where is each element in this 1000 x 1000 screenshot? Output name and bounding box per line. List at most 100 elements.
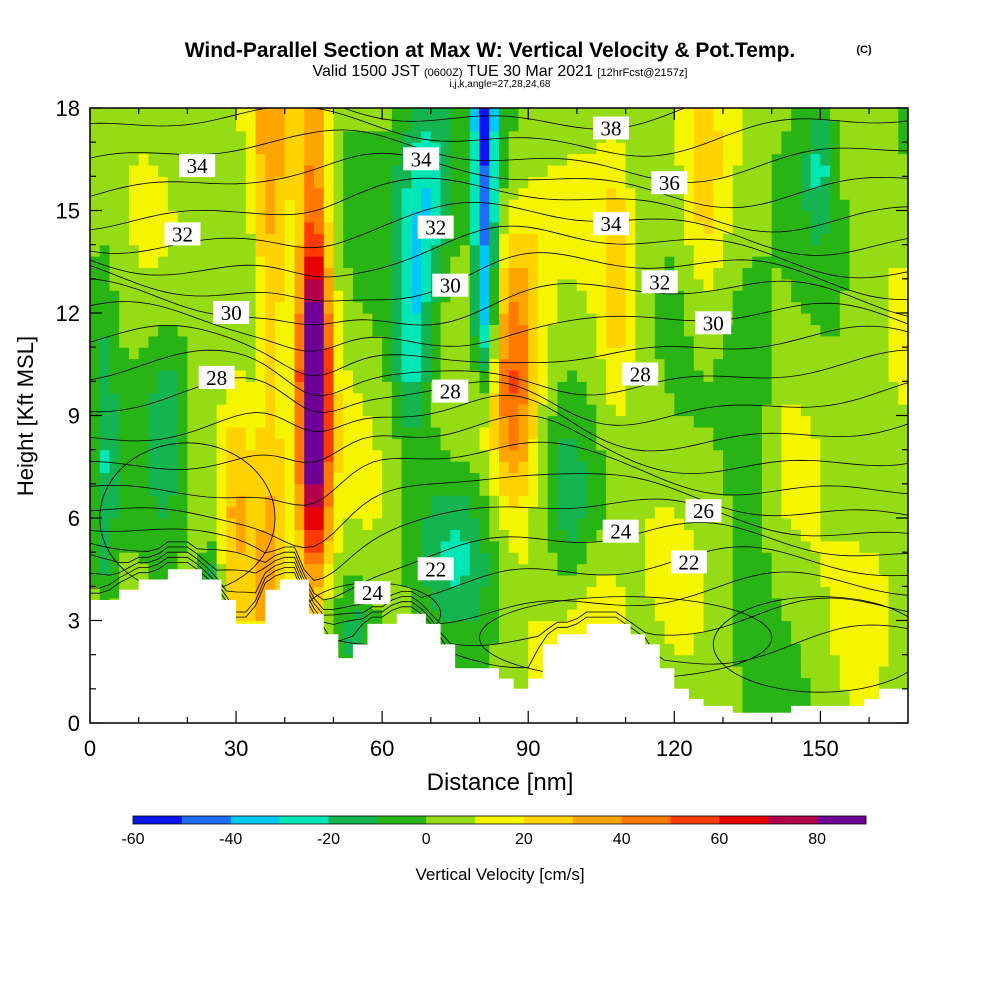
velocity-cell: [771, 461, 783, 474]
velocity-cell: [888, 586, 899, 599]
velocity-cell: [674, 609, 685, 622]
velocity-cell: [869, 415, 880, 428]
velocity-cell: [888, 244, 899, 257]
velocity-cell: [752, 518, 763, 530]
velocity-cell: [460, 574, 471, 587]
velocity-cell: [684, 688, 695, 701]
velocity-cell: [382, 472, 393, 485]
velocity-cell: [615, 483, 627, 496]
velocity-cell: [781, 597, 792, 610]
velocity-cell: [537, 313, 549, 325]
velocity-cell: [236, 244, 247, 257]
velocity-cell: [138, 426, 150, 439]
velocity-cell: [869, 187, 880, 200]
velocity-cell: [820, 335, 831, 348]
velocity-cell: [411, 540, 422, 553]
colorbar-tick-label: 60: [711, 831, 729, 848]
velocity-cell: [275, 199, 286, 212]
velocity-cell: [187, 483, 198, 496]
velocity-cell: [333, 461, 344, 474]
velocity-cell: [528, 495, 539, 508]
velocity-cell: [518, 574, 529, 587]
velocity-cell: [810, 347, 821, 360]
velocity-cell: [615, 278, 627, 291]
velocity-cell: [537, 335, 549, 348]
velocity-cell: [791, 574, 802, 587]
velocity-cell: [576, 301, 588, 314]
velocity-cell: [674, 461, 685, 474]
colorbar-tick-label: 0: [422, 831, 431, 848]
velocity-cell: [771, 369, 783, 382]
velocity-cell: [713, 221, 724, 234]
velocity-cell: [820, 586, 831, 599]
velocity-cell: [177, 392, 188, 405]
velocity-cell: [304, 506, 315, 519]
velocity-cell: [119, 233, 130, 246]
velocity-cell: [148, 244, 159, 257]
velocity-cell: [362, 506, 374, 519]
velocity-cell: [508, 643, 520, 656]
velocity-cell: [119, 153, 130, 166]
velocity-cell: [674, 643, 685, 656]
velocity-cell: [197, 483, 208, 496]
velocity-cell: [177, 256, 188, 269]
velocity-cell: [294, 130, 305, 143]
velocity-cell: [265, 153, 276, 166]
velocity-cell: [693, 358, 705, 371]
velocity-cell: [596, 529, 607, 542]
velocity-cell: [138, 495, 150, 508]
velocity-cell: [343, 221, 354, 234]
velocity-cell: [684, 130, 695, 143]
velocity-cell: [421, 574, 432, 587]
velocity-cell: [489, 381, 500, 394]
velocity-cell: [450, 164, 461, 177]
velocity-cell: [401, 335, 412, 348]
velocity-cell: [674, 620, 685, 633]
velocity-cell: [508, 267, 520, 280]
velocity-cell: [810, 301, 821, 314]
velocity-cell: [343, 142, 354, 155]
velocity-cell: [849, 313, 860, 325]
velocity-cell: [635, 609, 646, 622]
velocity-cell: [99, 347, 111, 360]
velocity-cell: [722, 335, 734, 348]
velocity-cell: [898, 518, 908, 530]
velocity-cell: [537, 358, 549, 371]
velocity-cell: [674, 677, 685, 690]
velocity-cell: [450, 449, 461, 462]
velocity-cell: [128, 142, 140, 155]
velocity-cell: [693, 347, 705, 360]
velocity-cell: [684, 187, 695, 200]
velocity-cell: [245, 176, 257, 189]
velocity-cell: [781, 620, 792, 633]
velocity-cell: [109, 563, 120, 576]
velocity-cell: [898, 369, 908, 382]
velocity-cell: [323, 620, 335, 633]
velocity-cell: [128, 358, 140, 371]
velocity-cell: [664, 404, 675, 417]
velocity-cell: [674, 449, 685, 462]
velocity-cell: [800, 278, 812, 291]
velocity-cell: [167, 130, 179, 143]
velocity-cell: [567, 358, 578, 371]
velocity-cell: [703, 574, 714, 587]
velocity-cell: [878, 597, 890, 610]
velocity-cell: [898, 620, 908, 633]
velocity-cell: [586, 540, 597, 553]
velocity-cell: [693, 540, 705, 553]
velocity-cell: [352, 119, 364, 132]
velocity-cell: [537, 529, 549, 542]
velocity-cell: [226, 426, 237, 439]
velocity-cell: [849, 438, 860, 451]
velocity-cell: [362, 415, 374, 428]
velocity-cell: [99, 358, 111, 371]
velocity-cell: [167, 472, 179, 485]
velocity-cell: [810, 358, 821, 371]
velocity-cell: [265, 404, 276, 417]
velocity-cell: [713, 586, 724, 599]
velocity-cell: [830, 449, 841, 462]
velocity-cell: [226, 267, 237, 280]
velocity-cell: [722, 609, 734, 622]
velocity-cell: [742, 563, 753, 576]
velocity-cell: [333, 244, 344, 257]
